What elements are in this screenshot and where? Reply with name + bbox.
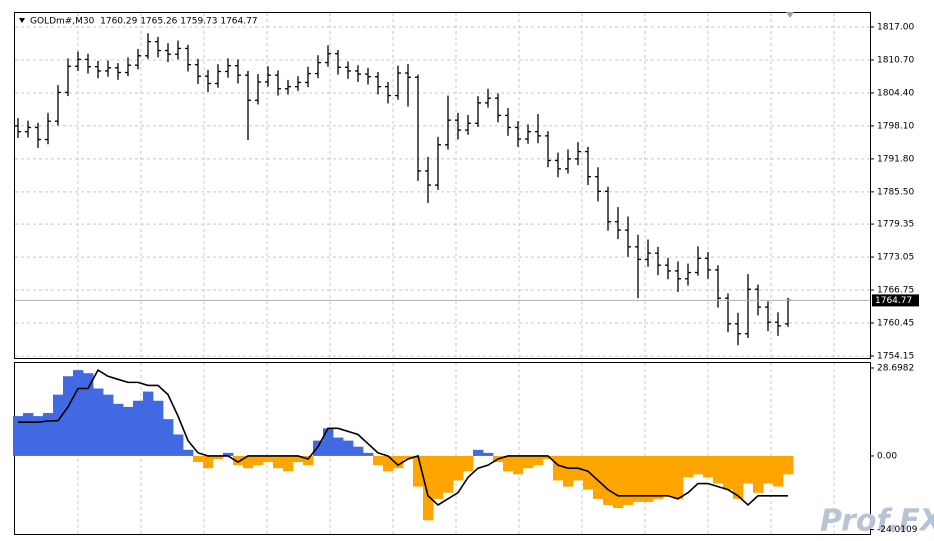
histogram-bar: [333, 437, 344, 456]
histogram-bar: [113, 403, 124, 456]
histogram-bar: [533, 455, 544, 466]
histogram-bar: [63, 376, 74, 456]
histogram-bar: [283, 455, 294, 472]
histogram-bar: [233, 455, 244, 466]
histogram-bar: [213, 455, 224, 459]
histogram-bar: [773, 455, 784, 487]
histogram-bar: [703, 455, 714, 478]
histogram-bar: [653, 455, 664, 499]
histogram-bar: [193, 455, 204, 463]
y-tick-label: 1798.10: [877, 121, 914, 131]
histogram-bar: [33, 416, 44, 456]
histogram-bar: [723, 455, 734, 490]
histogram-bar: [553, 455, 564, 481]
histogram-bar: [13, 416, 24, 456]
histogram-bar: [393, 455, 404, 469]
histogram-bar: [123, 406, 134, 456]
histogram-bar: [173, 434, 184, 456]
histogram-bar: [103, 394, 114, 456]
last-price-label: 1764.77: [875, 296, 912, 306]
histogram-bar: [413, 455, 424, 487]
y-tick-label: 1791.80: [877, 154, 914, 164]
histogram-bar: [73, 370, 84, 456]
histogram-bar: [643, 455, 654, 502]
y-tick-label: 1760.45: [877, 319, 914, 329]
histogram-bar: [693, 455, 704, 475]
histogram-bar: [153, 400, 164, 456]
histogram-bar: [473, 449, 484, 456]
histogram-bar: [613, 455, 624, 509]
y-tick-label: 1817.00: [877, 22, 914, 32]
y-tick-label: 1773.05: [877, 253, 914, 263]
histogram-bar: [313, 440, 324, 456]
histogram-bar: [513, 455, 524, 475]
histogram-bar: [763, 455, 774, 484]
y-tick-label: 1804.40: [877, 88, 914, 98]
histogram-bar: [683, 455, 694, 478]
histogram-bar: [523, 455, 534, 469]
y-tick-label: 1779.35: [877, 220, 914, 230]
histogram-bar: [483, 452, 494, 456]
histogram-bar: [93, 388, 104, 456]
histogram-bar: [633, 455, 644, 502]
histogram-bar: [423, 455, 434, 521]
histogram-bar: [223, 452, 234, 456]
histogram-bar: [23, 413, 34, 456]
histogram-bar: [503, 455, 514, 472]
y-tick-label: 1754.15: [877, 352, 914, 362]
histogram-bar: [273, 455, 284, 469]
histogram-bar: [43, 413, 54, 456]
histogram-bar: [453, 455, 464, 481]
watermark: Prof.FX: [820, 504, 934, 539]
histogram-bar: [253, 455, 264, 466]
histogram-bar: [673, 455, 684, 499]
histogram-bar: [163, 419, 174, 456]
histogram-bar: [563, 455, 574, 487]
histogram-bar: [603, 455, 614, 505]
histogram-bar: [783, 455, 794, 475]
histogram-bar: [133, 400, 144, 456]
indicator-line: [18, 368, 788, 507]
histogram-bar: [243, 455, 254, 469]
y-tick-label: 1766.75: [877, 286, 914, 296]
shift-marker: [786, 12, 794, 18]
y-tick-label: 1785.50: [877, 187, 914, 197]
histogram-bar: [83, 373, 94, 456]
y-tick-label: -24.0109: [877, 525, 918, 535]
histogram-bar: [143, 391, 154, 456]
menu-arrow: [19, 18, 25, 23]
chart-title: GOLDm#,M30 1760.29 1765.26 1759.73 1764.…: [30, 17, 258, 27]
histogram-bar: [343, 440, 354, 456]
y-tick-label: 1810.70: [877, 55, 914, 65]
histogram-bar: [183, 449, 194, 456]
histogram-bar: [293, 455, 304, 463]
y-tick-label: 28.6982: [877, 363, 914, 373]
histogram-bar: [403, 455, 414, 459]
histogram-bar: [663, 455, 674, 496]
histogram-bar: [53, 394, 64, 456]
histogram-bar: [733, 455, 744, 499]
histogram-bar: [753, 455, 764, 493]
last-price-box: [872, 294, 919, 307]
histogram-bar: [543, 455, 554, 459]
histogram-bar: [583, 455, 594, 490]
y-tick-label: 0.00: [877, 451, 897, 461]
histogram-bar: [463, 455, 474, 472]
histogram-bar: [323, 428, 334, 456]
histogram-bar: [263, 455, 274, 463]
histogram-bar: [203, 455, 214, 469]
histogram-bar: [363, 452, 374, 456]
histogram-bar: [713, 455, 724, 484]
histogram-bar: [373, 455, 384, 466]
histogram-bar: [593, 455, 604, 499]
histogram-bar: [303, 455, 314, 466]
histogram-bar: [623, 455, 634, 505]
histogram-bar: [353, 446, 364, 456]
histogram-bar: [433, 455, 444, 499]
histogram-bar: [443, 455, 454, 493]
histogram-bar: [383, 455, 394, 472]
main-panel: [14, 12, 871, 359]
histogram-bar: [743, 455, 754, 484]
